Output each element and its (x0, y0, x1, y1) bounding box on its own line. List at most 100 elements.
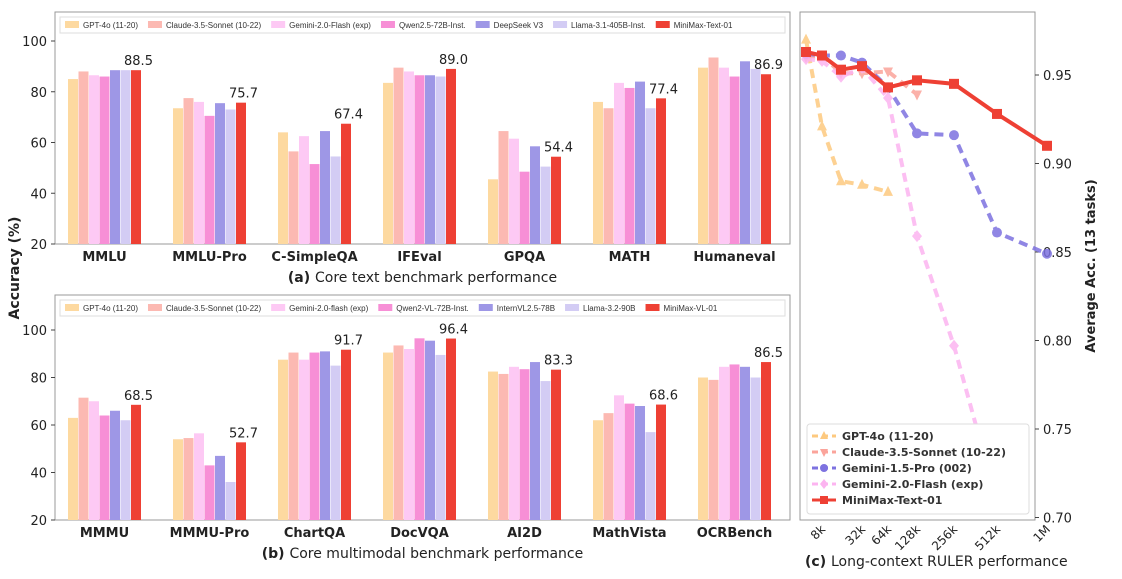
multimodal-panel-bar-mmmu-pro (194, 433, 204, 520)
text-panel-bar-humaneval (761, 74, 771, 245)
multimodal-panel-bar-chartqa (288, 352, 299, 520)
ruler-series-gpt-4o-11-20- (801, 33, 893, 196)
text-panel-bar-math (624, 87, 635, 244)
ruler-caption: (c) Long-context RULER performance (805, 554, 1068, 570)
multimodal-panel-category-label: MMMU-Pro (170, 526, 250, 541)
text-panel-bar-gpqa (488, 179, 498, 244)
multimodal-panel-ytick-label: 100 (22, 324, 47, 339)
multimodal-panel-bar-mmmu (99, 415, 110, 520)
multimodal-panel-bar-mmmu-pro (215, 455, 225, 520)
multimodal-panel-ytick-label: 60 (30, 419, 47, 434)
multimodal-panel-bar-mmmu-pro (204, 465, 215, 520)
text-panel-bar-mmlu (131, 70, 141, 245)
text-panel-legend-swatch (147, 21, 162, 28)
multimodal-panel-bar-mmmu (120, 420, 131, 520)
text-panel-bar-humaneval (698, 67, 708, 244)
text-panel-bar-humaneval (750, 68, 761, 244)
multimodal-panel-category-label: MMMU (80, 526, 129, 541)
multimodal-panel-bar-ai2d (488, 371, 498, 520)
multimodal-panel-bar-ocrbench (708, 379, 719, 520)
text-panel-bar-c-simpleqa (309, 164, 320, 244)
text-panel-legend-label: MiniMax-Text-01 (674, 21, 733, 30)
multimodal-panel-bar-chartqa (309, 352, 320, 520)
text-panel-bar-mmlu-pro (225, 109, 236, 244)
multimodal-panel-data-label: 68.5 (124, 389, 153, 404)
text-panel-data-label: 77.4 (649, 82, 678, 97)
multimodal-panel-caption: (b) Core multimodal benchmark performanc… (262, 546, 583, 562)
multimodal-panel-bar-ai2d (519, 369, 530, 520)
text-panel-bar-mmlu-pro (194, 101, 204, 245)
marker-square (857, 61, 867, 72)
text-panel-legend-label: GPT-4o (11-20) (83, 21, 138, 30)
multimodal-panel-bar-docvqa (414, 338, 425, 520)
ruler-axes-frame (799, 11, 1036, 521)
multimodal-panel-bar-ai2d (509, 366, 519, 520)
multimodal-panel-data-label: 91.7 (334, 334, 363, 349)
ruler-xtick-label: 8k (808, 522, 828, 542)
text-panel-bar-math (645, 108, 656, 245)
ruler-xtick-label: 512k (972, 522, 1003, 553)
text-panel-bar-ifeval (414, 75, 425, 244)
multimodal-panel-bar-docvqa (446, 338, 456, 520)
text-panel-bar-mmlu-pro (183, 98, 194, 244)
marker-triangle-down (820, 449, 828, 457)
text-panel-bar-gpqa (540, 166, 551, 244)
text-panel-caption-tag: (a) (288, 270, 315, 286)
ruler-ytick-label: 0.70 (1043, 512, 1072, 527)
ruler-ytick-label: 0.90 (1043, 158, 1072, 173)
marker-square (992, 108, 1002, 119)
multimodal-panel-bar-chartqa (330, 365, 341, 520)
ruler-xtick-label: 128k (892, 522, 923, 553)
text-panel-ytick-label: 40 (30, 187, 47, 202)
text-panel-bar-gpqa (498, 131, 509, 244)
text-panel-ytick-label: 80 (30, 86, 47, 101)
multimodal-panel-legend-label: InternVL2.5-78B (497, 304, 555, 313)
text-panel-bar-gpqa (551, 156, 561, 244)
text-panel-bar-humaneval (740, 61, 750, 244)
multimodal-panel-legend: GPT-4o (11-20) Claude-3.5-Sonnet (10-22) G… (59, 299, 786, 317)
text-panel-bar-humaneval (708, 57, 719, 245)
marker-diamond (883, 92, 893, 105)
marker-square (817, 50, 827, 61)
multimodal-panel-bar-mmmu-pro (173, 439, 183, 520)
marker-circle (836, 50, 846, 61)
text-panel-ytick-label: 100 (22, 35, 47, 50)
text-panel-bar-c-simpleqa (320, 131, 330, 244)
multimodal-panel-bar-ocrbench (729, 364, 740, 520)
text-panel-ytick-label: 60 (30, 137, 47, 152)
multimodal-panel-bar-ai2d (530, 362, 540, 520)
multimodal-panel-legend-label: GPT-4o (11-20) (83, 304, 138, 313)
ruler-ytick-label: 0.80 (1043, 335, 1072, 350)
multimodal-panel-bar-ocrbench (761, 362, 771, 520)
multimodal-panel-category-label: MathVista (592, 526, 666, 541)
series-line (805, 57, 999, 503)
marker-square (801, 46, 811, 57)
marker-square (912, 75, 922, 86)
multimodal-panel-bar-mathvista (624, 403, 635, 520)
multimodal-panel-bar-mmmu (131, 404, 141, 520)
text-panel-bar-humaneval (729, 76, 740, 245)
text-panel-category-label: MMLU-Pro (172, 250, 247, 265)
marker-triangle-up (883, 185, 893, 196)
multimodal-panel-legend-box (59, 299, 786, 317)
text-panel-bar-ifeval (383, 82, 393, 245)
multimodal-panel-bar-mmmu (68, 417, 78, 520)
multimodal-panel-ytick-label: 40 (30, 467, 47, 482)
multimodal-panel-bar-mathvista (645, 432, 656, 520)
multimodal-panel-data-label: 68.6 (649, 389, 678, 404)
ruler-legend: GPT-4o (11-20) Claude-3.5-Sonnet (10-22) G… (806, 423, 1030, 515)
multimodal-panel-legend-swatch (147, 304, 162, 311)
text-panel-legend-swatch (655, 21, 670, 28)
text-panel-bar-ifeval (446, 68, 456, 244)
ruler-legend-box (806, 423, 1030, 515)
ruler-caption-tag: (c) (805, 554, 831, 570)
text-panel-legend-box (59, 16, 786, 34)
text-panel-bar-c-simpleqa (341, 123, 351, 244)
ruler-y-axis-label: Average Acc. (13 tasks) (1084, 179, 1099, 352)
text-panel-category-label: GPQA (504, 250, 545, 265)
multimodal-panel-bar-mmmu (110, 410, 120, 520)
ruler-legend-label: Claude-3.5-Sonnet (10-22) (842, 446, 1006, 459)
text-panel-bar-mmlu (110, 70, 120, 245)
text-panel-bar-mmlu (99, 76, 110, 245)
text-panel-bar-c-simpleqa (288, 151, 299, 244)
